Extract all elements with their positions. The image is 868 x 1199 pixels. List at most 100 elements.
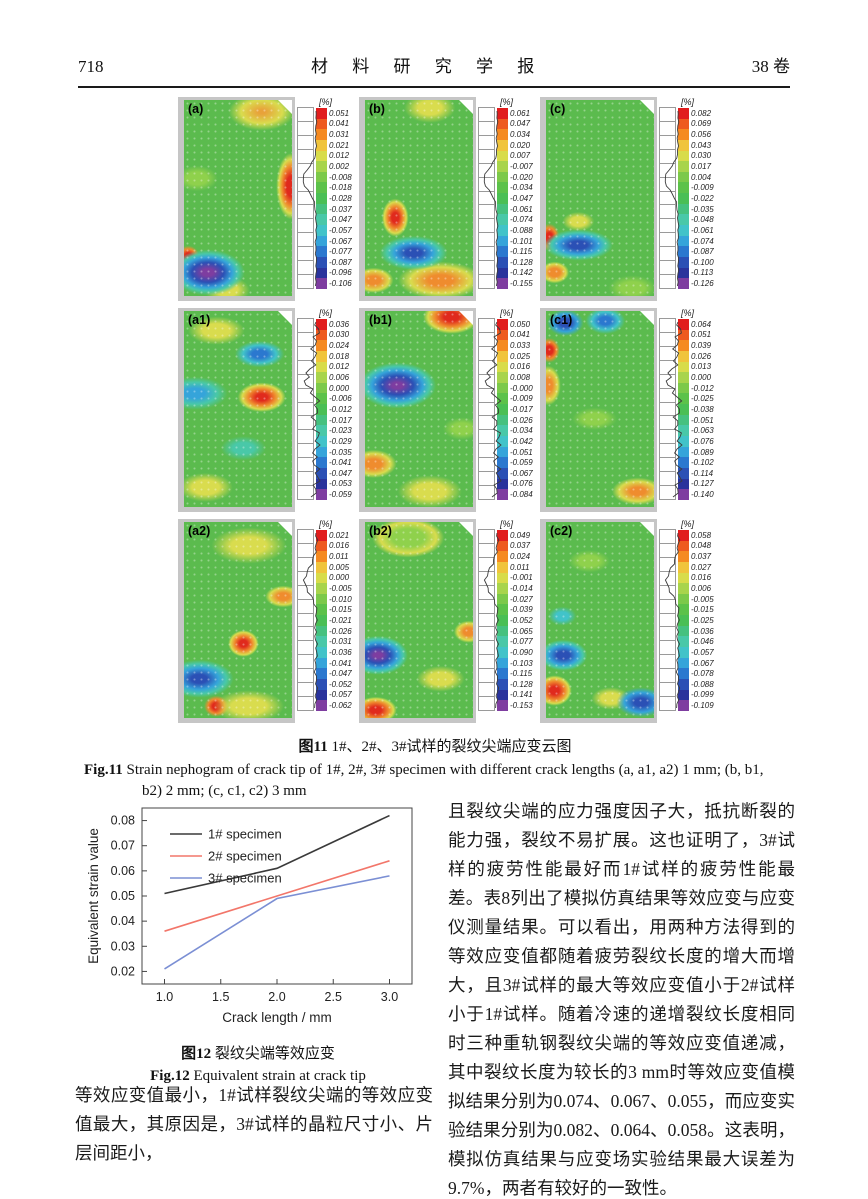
colorbar-scale-row: -0.036 <box>678 625 714 637</box>
colorbar-value: -0.065 <box>510 626 533 636</box>
colorbar-value: -0.047 <box>510 193 533 203</box>
colorbar-cell <box>316 446 327 458</box>
colorbar-value: -0.067 <box>510 468 533 478</box>
colorbar-value: 0.030 <box>691 151 712 161</box>
colorbar-value: 0.000 <box>329 573 350 583</box>
colorbar-value: 0.050 <box>510 319 531 329</box>
colorbar-scale-row: -0.014 <box>497 583 533 594</box>
colorbar-value: -0.029 <box>329 436 352 446</box>
colorbar-body: 0.050 0.041 0.033 0.025 0.016 0.008 -0.000 -0.0… <box>478 318 534 500</box>
colorbar-value: -0.012 <box>691 383 714 393</box>
figure11-caption-en: Fig.11 Strain nephogram of crack tip of … <box>84 760 786 802</box>
colorbar-cell <box>316 604 327 616</box>
colorbar-value: -0.051 <box>510 447 533 457</box>
colorbar-value: -0.034 <box>510 426 533 436</box>
colorbar: [%] 0.021 0.016 0.011 0.005 0.000 -0.005 -0.010… <box>297 519 353 723</box>
colorbar-cell <box>316 361 327 373</box>
colorbar-value: -0.103 <box>510 658 533 668</box>
strain-map: (b1) <box>359 308 476 512</box>
colorbar-scale-row: -0.009 <box>678 182 714 194</box>
colorbar-scale-row: 0.033 <box>497 340 533 351</box>
colorbar-value: 0.064 <box>691 319 712 329</box>
colorbar-scale-row: 0.049 <box>497 530 533 541</box>
colorbar-cell <box>316 615 327 626</box>
colorbar-cell <box>678 615 689 626</box>
strain-map: (b) <box>359 97 476 301</box>
colorbar-value: -0.063 <box>691 426 714 436</box>
colorbar-scale: 0.058 0.048 0.037 0.027 0.016 0.006 -0.005 -0.0… <box>678 530 714 711</box>
colorbar-value: -0.088 <box>691 679 714 689</box>
colorbar-value: -0.061 <box>691 225 714 235</box>
colorbar-cell <box>678 404 689 415</box>
corner-notch <box>640 100 654 114</box>
colorbar-scale-row: -0.038 <box>678 404 714 415</box>
colorbar-value: 0.033 <box>510 341 531 351</box>
colorbar-scale-row: 0.005 <box>316 561 352 573</box>
figure11-caption-cn-label: 图11 <box>298 739 328 755</box>
colorbar-value: -0.035 <box>691 204 714 214</box>
colorbar-cell <box>678 246 689 257</box>
colorbar-value: -0.114 <box>691 468 714 478</box>
colorbar-value: -0.042 <box>510 436 533 446</box>
colorbar-cell <box>678 193 689 204</box>
colorbar-scale-row: 0.030 <box>316 329 352 341</box>
colorbar-body: 0.082 0.069 0.056 0.043 0.030 0.017 0.004 -0.00… <box>659 107 715 289</box>
colorbar-cell <box>316 267 327 279</box>
colorbar-value: -0.015 <box>329 605 352 615</box>
colorbar-scale-row: -0.141 <box>497 689 533 701</box>
colorbar-value: -0.017 <box>510 404 533 414</box>
colorbar-value: -0.036 <box>691 626 714 636</box>
strain-distribution-curve <box>302 110 318 287</box>
colorbar-value: 0.021 <box>329 530 350 540</box>
colorbar-cell <box>316 139 327 151</box>
colorbar-scale-row: -0.047 <box>497 193 533 204</box>
colorbar-cell <box>678 214 689 226</box>
colorbar-value: 0.005 <box>329 562 350 572</box>
colorbar-cell <box>678 150 689 162</box>
corner-notch <box>278 522 292 536</box>
nephogram-panel: (b) [%] 0.061 0.047 0.034 0.020 0.007 -0.007 -0.… <box>359 97 534 301</box>
colorbar-cell <box>678 139 689 151</box>
colorbar-scale-row: -0.088 <box>497 225 533 236</box>
colorbar-scale-row: 0.008 <box>497 372 533 383</box>
colorbar-scale-row: 0.036 <box>316 319 352 330</box>
colorbar-value: -0.088 <box>510 225 533 235</box>
colorbar-cell <box>497 668 508 679</box>
strain-map: (a1) <box>178 308 295 512</box>
colorbar-scale-row: -0.074 <box>497 214 533 226</box>
colorbar-cell <box>316 478 327 490</box>
colorbar-value: -0.020 <box>510 172 533 182</box>
colorbar-cell <box>316 689 327 701</box>
colorbar-body: 0.051 0.041 0.031 0.021 0.012 0.002 -0.008 -0.0… <box>297 107 353 289</box>
colorbar-value: -0.084 <box>510 490 533 500</box>
colorbar-scale: 0.021 0.016 0.011 0.005 0.000 -0.005 -0.010 -0.… <box>316 530 352 711</box>
figure12-caption-en-text: Equivalent strain at crack tip <box>193 1068 366 1084</box>
colorbar-scale-row: -0.140 <box>678 489 714 500</box>
colorbar-scale-row: 0.027 <box>678 561 714 573</box>
colorbar-value: -0.115 <box>510 247 533 257</box>
colorbar-unit-label: [%] <box>319 519 333 529</box>
colorbar-cell <box>678 361 689 373</box>
strain-distribution-curve <box>664 532 681 709</box>
colorbar-value: -0.061 <box>510 204 533 214</box>
colorbar-cell <box>678 668 689 679</box>
corner-notch <box>459 311 473 325</box>
colorbar-value: -0.017 <box>329 415 352 425</box>
colorbar-cell <box>497 551 508 562</box>
colorbar-cell <box>678 425 689 437</box>
colorbar-cell <box>316 668 327 679</box>
corner-notch <box>640 311 654 325</box>
colorbar-scale: 0.051 0.041 0.031 0.021 0.012 0.002 -0.008 -0.0… <box>316 108 352 289</box>
colorbar-cell <box>497 108 508 119</box>
colorbar-unit-label: [%] <box>500 97 514 107</box>
y-tick-label: 0.03 <box>111 939 135 953</box>
colorbar-scale-row: 0.037 <box>678 551 714 562</box>
colorbar-cell <box>678 225 689 236</box>
colorbar-cell <box>678 350 689 362</box>
colorbar-scale-row: 0.011 <box>497 561 533 573</box>
colorbar-scale-row: -0.126 <box>678 278 714 289</box>
segment-box <box>659 274 676 289</box>
colorbar-value: -0.047 <box>329 215 352 225</box>
colorbar-scale-row: 0.064 <box>678 319 714 330</box>
colorbar-cell <box>497 540 508 552</box>
